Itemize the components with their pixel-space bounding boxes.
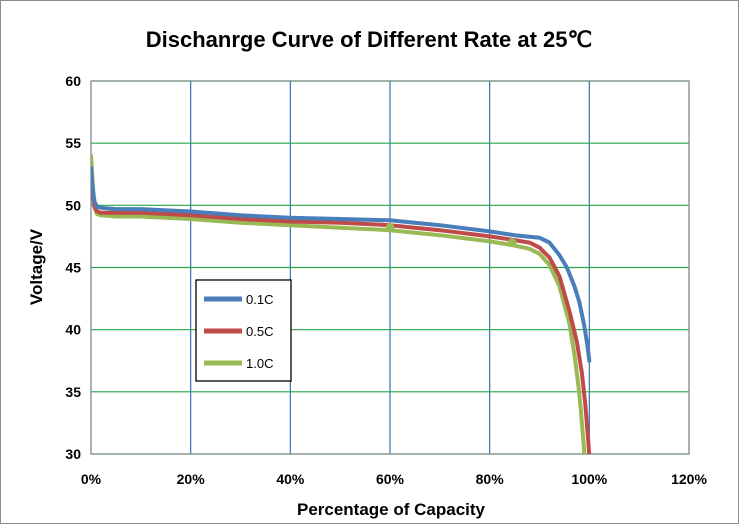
- y-tick-label: 40: [65, 322, 81, 338]
- x-tick-label: 40%: [276, 471, 305, 487]
- series-line-0-1C: [91, 166, 592, 363]
- y-tick-label: 35: [65, 384, 81, 400]
- x-tick-label: 100%: [571, 471, 607, 487]
- data-point-marker: [507, 238, 517, 248]
- plot-frame: [90, 80, 690, 455]
- y-tick-label: 55: [65, 135, 81, 151]
- x-tick-label: 20%: [177, 471, 206, 487]
- legend: 0.1C 0.5C 1.0C: [195, 279, 292, 382]
- series-line-0-5C: [91, 166, 592, 454]
- legend-label: 1.0C: [246, 356, 273, 371]
- series-line-1-0C: [91, 153, 587, 454]
- x-axis-title: Percentage of Capacity: [297, 500, 486, 519]
- y-tick-label: 50: [65, 197, 81, 213]
- plot-area: 0% 20% 40% 60% 80% 100% 120% 30 35 40 45 50 55 60: [65, 73, 707, 487]
- legend-label: 0.5C: [246, 324, 273, 339]
- x-tick-label: 0%: [81, 471, 102, 487]
- y-tick-label: 45: [65, 260, 81, 276]
- x-tick-label: 80%: [476, 471, 505, 487]
- y-axis-title: Voltage/V: [27, 228, 46, 305]
- data-point-marker: [385, 223, 395, 233]
- y-tick-label: 30: [65, 446, 81, 462]
- x-tick-label: 120%: [671, 471, 707, 487]
- y-tick-label: 60: [65, 73, 81, 89]
- x-tick-label: 60%: [376, 471, 405, 487]
- legend-label: 0.1C: [246, 292, 273, 307]
- chart-title: Dischanrge Curve of Different Rate at 25…: [146, 27, 593, 52]
